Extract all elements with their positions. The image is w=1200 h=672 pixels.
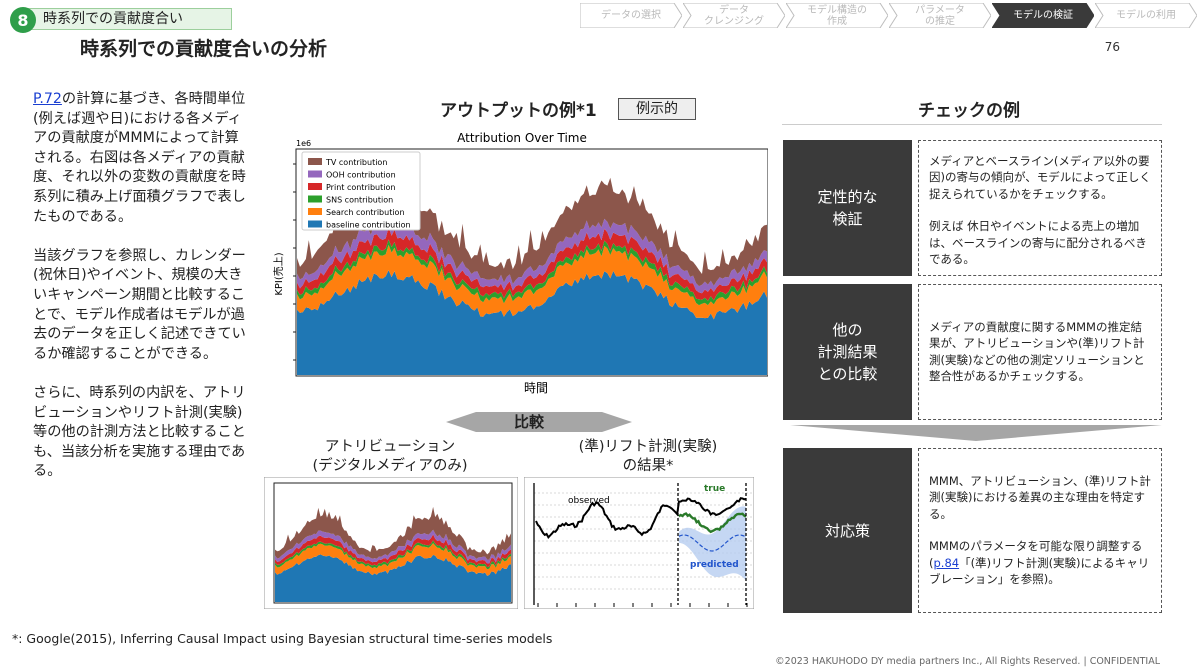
area-search-contribution: [297, 244, 767, 320]
compare-double-arrow: [446, 412, 632, 432]
attribution-title: アトリビューション (デジタルメディアのみ): [312, 439, 468, 474]
countermeasure-label: 対応策: [783, 448, 912, 613]
attribution-over-time-chart: Attribution Over Time 1e6 KPI(売上) 時間 TV …: [266, 124, 769, 404]
down-arrow-band: [790, 425, 1162, 441]
countermeasure-text-1: MMM、アトリビューション、(準)リフト計測(実験)における差異の主な理由を特定…: [929, 474, 1151, 521]
illustrative-tag: 例示的: [618, 98, 696, 120]
true-line: [678, 512, 747, 534]
predicted-line: [678, 534, 747, 552]
y-scale-label: 1e6: [296, 139, 311, 148]
legend-swatch: [308, 170, 322, 178]
left-description: P.72の計算に基づき、各時間単位(例えば週や日)における各メディアの貢献度がM…: [33, 90, 251, 501]
qualitative-check-text-1: メディアとベースライン(メディア以外の要因)の寄与の傾向が、モデルによって正しく…: [929, 154, 1151, 201]
legend-entry: SNS contribution: [326, 196, 393, 205]
legend-swatch: [308, 220, 322, 228]
process-step-4: パラメータ の推定: [889, 3, 991, 28]
lift-title: (準)リフト計測(実験) の結果*: [578, 439, 718, 474]
attribution-chart: [263, 476, 519, 610]
section-label: 時系列での貢献度合い: [28, 8, 232, 30]
legend-swatch: [308, 158, 322, 165]
legend-swatch: [308, 195, 322, 203]
process-step-label: パラメータ の推定: [915, 4, 965, 27]
legend-entry: TV contribution: [325, 158, 387, 167]
page-number: 76: [1104, 40, 1120, 54]
page-ref-link[interactable]: P.72: [33, 91, 62, 107]
legend-entry: Search contribution: [326, 208, 405, 217]
left-paragraph-2: 当該グラフを参照し、カレンダー(祝休日)やイベント、規模の大きいキャンペーン期間…: [33, 247, 246, 362]
footnote: *: Google(2015), Inferring Causal Impact…: [12, 631, 553, 646]
observed-line: [535, 497, 747, 539]
left-paragraph-3: さらに、時系列の内訳を、アトリビューションやリフト計測(実験)等の他の計測方法と…: [33, 384, 246, 480]
true-annotation: true: [704, 484, 725, 494]
countermeasure-box: MMM、アトリビューション、(準)リフト計測(実験)における差異の主な理由を特定…: [918, 448, 1162, 613]
output-example-heading: アウトプットの例*1: [440, 101, 597, 121]
process-step-label: モデルの利用: [1116, 10, 1176, 21]
calibration-page-link[interactable]: p.84: [933, 555, 960, 570]
area-tv-contribution: [275, 506, 511, 560]
legend-swatch: [308, 208, 322, 215]
legend-swatch: [308, 183, 322, 190]
predicted-interval-band: [678, 506, 746, 581]
chart-ylabel: KPI(売上): [272, 252, 285, 295]
process-step-2: データ クレンジング: [683, 3, 785, 28]
left-paragraph-1: P.72の計算に基づき、各時間単位(例えば週や日)における各メディアの貢献度がM…: [33, 90, 251, 227]
area-sns-contribution: [297, 239, 767, 306]
countermeasure-text-2-pre: MMMのパラメータを可能な限り調整する(: [929, 539, 1143, 570]
process-steps: データの選択 データ クレンジング モデル構造の 作成 パラメータ の推定 モデルの検証…: [580, 3, 1198, 28]
legend-box: [301, 151, 421, 231]
area-print-contribution: [275, 534, 511, 568]
lift-chart: observed true predicted: [523, 476, 755, 610]
area-ooh-contribution: [275, 529, 511, 564]
qualitative-check-label: 定性的な 検証: [783, 140, 912, 276]
predicted-annotation: predicted: [690, 560, 739, 570]
process-step-label: データ クレンジング: [704, 4, 764, 27]
area-search-contribution: [275, 543, 511, 576]
process-step-label: データの選択: [601, 10, 661, 21]
compare-label: 比較: [514, 413, 545, 431]
process-step-3: モデル構造の 作成: [786, 3, 888, 28]
area-baseline-contribution: [275, 554, 511, 602]
legend-entry: OOH contribution: [326, 171, 396, 180]
observed-annotation: observed: [568, 496, 610, 506]
comparison-check-box: メディアの貢献度に関するMMMの推定結果が、アトリビューションや(準)リフト計測…: [918, 284, 1162, 420]
process-step-label: モデル構造の 作成: [807, 4, 867, 27]
process-step-1: データの選択: [580, 3, 682, 28]
qualitative-check-text-2: 例えば 休日やイベントによる売上の増加は、ベースラインの寄与に配分されるべきであ…: [929, 219, 1147, 267]
countermeasure-text-2: MMMのパラメータを可能な限り調整する(p.84「(準)リフト計測(実験)による…: [929, 538, 1151, 587]
copyright: ©2023 HAKUHODO DY media partners Inc., A…: [775, 656, 1160, 667]
process-step-5: モデルの検証: [992, 3, 1094, 28]
legend-entry: Print contribution: [326, 183, 395, 192]
process-step-label: モデルの検証: [1013, 10, 1073, 21]
left-paragraph-1-text: の計算に基づき、各時間単位(例えば週や日)における各メディアの貢献度がMMMによ…: [33, 91, 246, 225]
heading-divider: [782, 124, 1162, 125]
area-print-contribution: [297, 227, 767, 301]
chart-xlabel: 時間: [524, 381, 548, 395]
page-title: 時系列での貢献度合いの分析: [80, 38, 328, 60]
chart-title: Attribution Over Time: [457, 131, 587, 145]
process-step-6: モデルの利用: [1095, 3, 1197, 28]
qualitative-check-box: メディアとベースライン(メディア以外の要因)の寄与の傾向が、モデルによって正しく…: [918, 140, 1162, 276]
comparison-check-text: メディアの貢献度に関するMMMの推定結果が、アトリビューションや(準)リフト計測…: [929, 320, 1145, 384]
legend-entry: baseline contribution: [326, 221, 411, 230]
check-example-heading: チェックの例: [918, 101, 1020, 121]
section-number-badge: 8: [10, 7, 36, 33]
area-ooh-contribution: [297, 214, 767, 294]
comparison-check-label: 他の 計測結果 との比較: [783, 284, 912, 420]
area-baseline-contribution: [297, 270, 767, 375]
countermeasure-text-2-post: 「(準)リフト計測(実験)によるキャリブレーション」を参照)。: [929, 555, 1150, 587]
